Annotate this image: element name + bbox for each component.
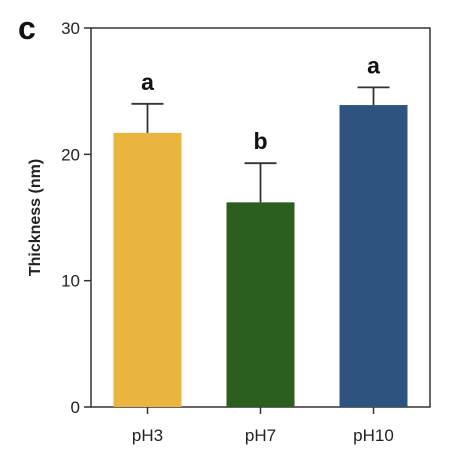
x-tick-label: pH10	[353, 426, 394, 445]
bars-group	[113, 105, 408, 408]
x-tick-label: pH3	[132, 426, 163, 445]
significance-label: a	[367, 52, 380, 78]
error-bars-group	[131, 86, 390, 203]
significance-labels-group: a b a	[141, 52, 380, 154]
y-ticks-group: 0 10 20 30	[61, 19, 91, 417]
x-tick-label: pH7	[245, 426, 276, 445]
bar-ph7	[226, 202, 295, 407]
bar-ph3	[113, 132, 182, 407]
bar-ph10	[339, 105, 408, 408]
significance-label: b	[253, 128, 267, 154]
y-axis-label: Thickness (nm)	[27, 159, 44, 276]
panel-label: c	[18, 10, 36, 46]
significance-label: a	[141, 69, 154, 95]
y-tick-label: 0	[71, 398, 80, 417]
x-ticks-group: pH3 pH7 pH10	[132, 407, 394, 445]
y-tick-label: 30	[61, 19, 80, 38]
y-tick-label: 10	[61, 272, 80, 291]
y-tick-label: 20	[61, 145, 80, 164]
